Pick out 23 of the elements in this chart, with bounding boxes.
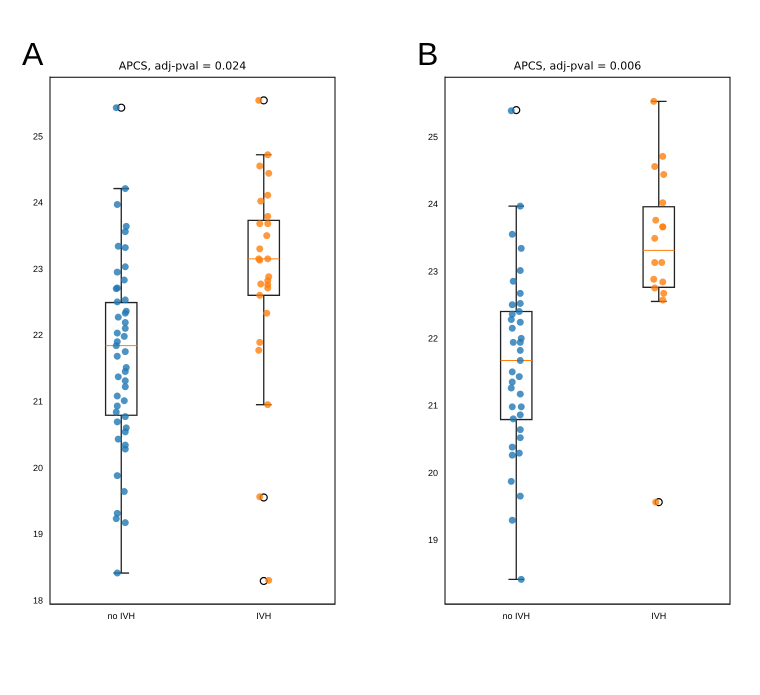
text: A <box>22 36 44 73</box>
y-tick-label: 19 <box>32 529 44 540</box>
y-tick-label: 20 <box>32 462 44 473</box>
y-tick-label: 24 <box>428 199 438 210</box>
y-tick-label: 23 <box>32 264 44 274</box>
y-tick-label: 21 <box>32 396 44 406</box>
y-tick-label: 20 <box>428 468 438 478</box>
chart-title: APCS, adj-pval = 0.024 <box>118 59 246 72</box>
x-tick-label: no IVH <box>108 611 136 622</box>
y-tick-label: 22 <box>428 334 438 344</box>
x-tick-label: IVH <box>256 611 272 622</box>
chart-title: APCS, adj-pval = 0.006 <box>514 59 642 72</box>
y-tick-label: 25 <box>428 132 438 142</box>
y-tick-label: 19 <box>428 534 438 545</box>
y-tick-label: 22 <box>32 330 44 340</box>
x-tick-label: no IVH <box>502 611 530 622</box>
x-tick-label: IVH <box>651 611 666 622</box>
y-tick-label: 23 <box>428 266 438 276</box>
y-tick-label: 21 <box>428 400 438 411</box>
y-tick-label: 25 <box>32 131 44 142</box>
text: B <box>417 36 438 73</box>
y-tick-label: 18 <box>32 595 44 606</box>
y-tick-label: 24 <box>32 198 44 208</box>
